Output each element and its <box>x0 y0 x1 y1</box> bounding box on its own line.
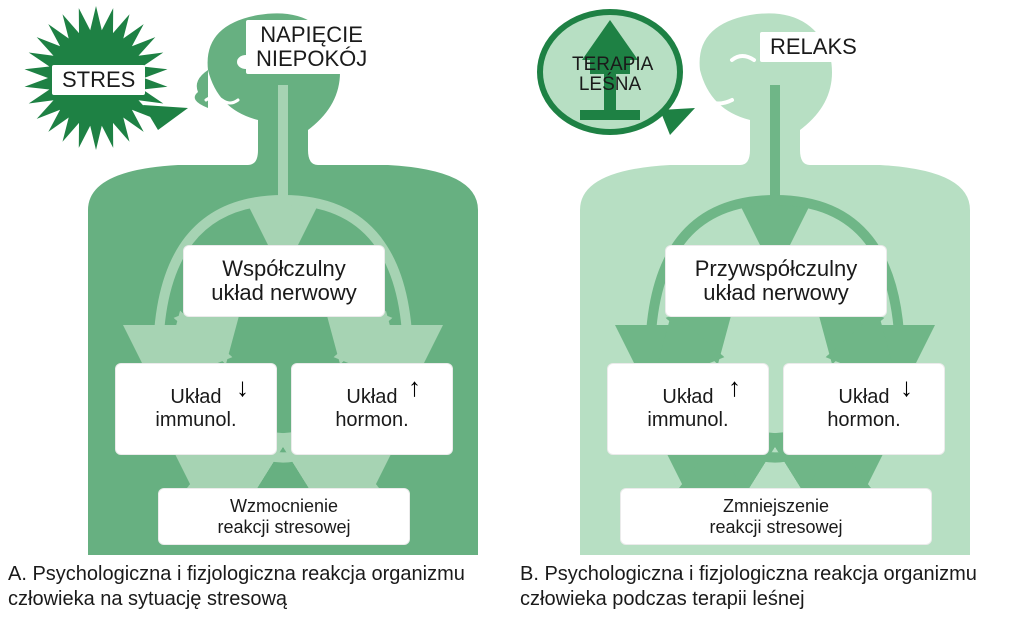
panel-therapy: TERAPIALEŚNA RELAKS Przywspółczulnyukład… <box>520 0 1020 560</box>
right-box-bottom-text: Zmniejszeniereakcji stresowej <box>709 496 842 537</box>
caption-left: A. Psychologiczna i fizjologiczna reakcj… <box>8 562 488 612</box>
left-box-hormone-text: Układhormon. <box>335 386 408 432</box>
right-box-hormone-text: Układhormon. <box>827 386 900 432</box>
therapy-bubble-label: TERAPIALEŚNA <box>572 55 648 95</box>
left-box-top: Współczulnyukład nerwowy <box>183 245 385 317</box>
right-box-hormone: Układhormon. <box>783 363 945 455</box>
right-box-immune: Układimmunol. <box>607 363 769 455</box>
left-box-immune: Układimmunol. <box>115 363 277 455</box>
left-box-bottom: Wzmocnieniereakcji stresowej <box>158 488 410 545</box>
left-box-top-text: Współczulnyukład nerwowy <box>211 257 357 305</box>
right-head-label: RELAKS <box>760 32 867 62</box>
right-box-top-text: Przywspółczulnyukład nerwowy <box>695 257 858 305</box>
right-head-label-text: RELAKS <box>770 34 857 59</box>
left-head-label: NAPIĘCIENIEPOKÓJ <box>246 20 377 74</box>
panel-stress: STRES NAPIĘCIENIEPOKÓJ Współczulnyukład … <box>8 0 508 560</box>
left-box-bottom-text: Wzmocnieniereakcji stresowej <box>217 496 350 537</box>
right-box-bottom: Zmniejszeniereakcji stresowej <box>620 488 932 545</box>
caption-right: B. Psychologiczna i fizjologiczna reakcj… <box>520 562 1000 612</box>
left-box-immune-text: Układimmunol. <box>155 386 236 432</box>
stress-burst-label: STRES <box>52 65 145 95</box>
right-box-top: Przywspółczulnyukład nerwowy <box>665 245 887 317</box>
left-head-label-text: NAPIĘCIENIEPOKÓJ <box>256 22 367 71</box>
right-box-immune-text: Układimmunol. <box>647 386 728 432</box>
left-box-hormone: Układhormon. <box>291 363 453 455</box>
